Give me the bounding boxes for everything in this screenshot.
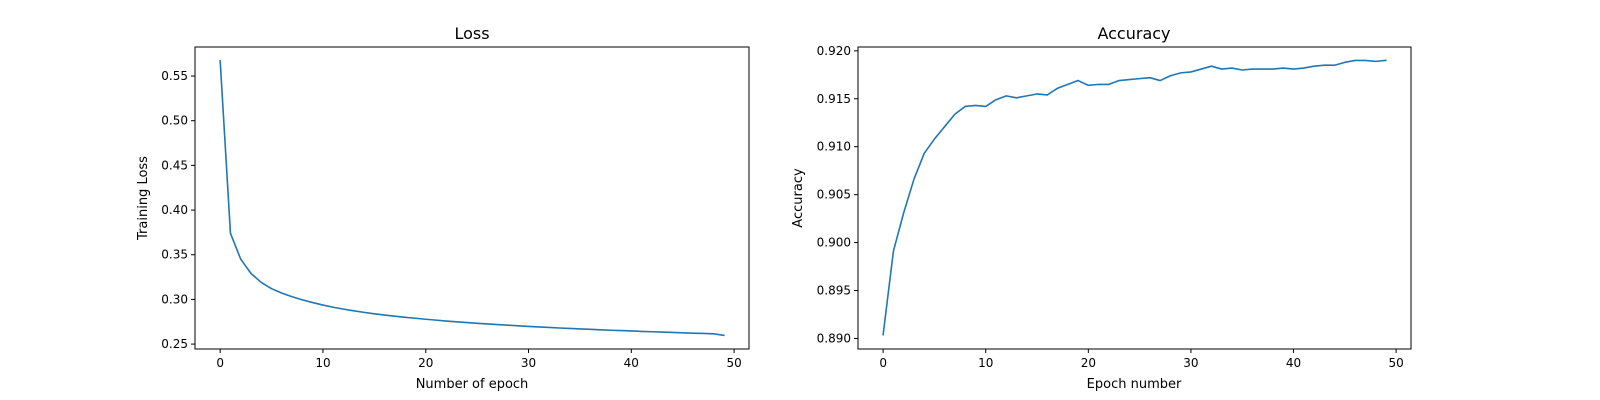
accuracy-y-tick-label: 0.915 bbox=[817, 92, 851, 106]
accuracy-y-tick-label: 0.895 bbox=[817, 284, 851, 298]
accuracy-chart: 0 10 20 30 40 50 0.890 0.895 0.900 0.905 0.910 0.91… bbox=[791, 24, 1412, 392]
loss-y-tick-label: 0.35 bbox=[161, 248, 188, 262]
accuracy-plot-area bbox=[857, 46, 1412, 350]
accuracy-tick-layer: 0 10 20 30 40 50 0.890 0.895 0.900 0.905 0.910 0.91… bbox=[817, 44, 1404, 370]
loss-series-line bbox=[219, 60, 725, 337]
accuracy-series-layer bbox=[882, 59, 1387, 336]
accuracy-series-line bbox=[882, 59, 1387, 336]
accuracy-y-tick-label: 0.900 bbox=[817, 236, 851, 250]
loss-x-tick-label: 30 bbox=[521, 356, 536, 370]
loss-x-tick-label: 40 bbox=[624, 356, 639, 370]
accuracy-x-axis-label: Epoch number bbox=[1087, 377, 1182, 392]
accuracy-x-tick-label: 50 bbox=[1388, 356, 1403, 370]
loss-plot-area bbox=[194, 46, 750, 350]
accuracy-y-axis-label: Accuracy bbox=[791, 168, 806, 228]
accuracy-x-tick-label: 10 bbox=[978, 356, 993, 370]
loss-x-tick-label: 20 bbox=[418, 356, 433, 370]
loss-y-tick-label: 0.55 bbox=[161, 69, 188, 83]
accuracy-x-tick-label: 0 bbox=[879, 356, 887, 370]
loss-series-layer bbox=[219, 60, 725, 337]
loss-x-axis-label: Number of epoch bbox=[416, 377, 529, 392]
loss-tick-layer: 0 10 20 30 40 50 0.25 0.30 0.35 0.40 0.45 0.50 0.55 bbox=[161, 69, 741, 370]
accuracy-y-tick-label: 0.905 bbox=[817, 188, 851, 202]
accuracy-y-tick-label: 0.920 bbox=[817, 44, 851, 58]
loss-chart-title: Loss bbox=[454, 24, 489, 43]
loss-x-tick-label: 50 bbox=[726, 356, 741, 370]
accuracy-y-tick-label: 0.890 bbox=[817, 331, 851, 345]
loss-y-tick-label: 0.25 bbox=[161, 337, 188, 351]
loss-y-tick-label: 0.50 bbox=[161, 114, 188, 128]
loss-chart: 0 10 20 30 40 500.250.300.350.400.450.500.55 … bbox=[136, 24, 750, 392]
accuracy-x-tick-label: 40 bbox=[1286, 356, 1301, 370]
loss-y-tick-label: 0.30 bbox=[161, 292, 188, 306]
accuracy-x-tick-label: 30 bbox=[1183, 356, 1198, 370]
loss-y-tick-label: 0.45 bbox=[161, 158, 188, 172]
loss-y-axis-label: Training Loss bbox=[136, 156, 151, 241]
accuracy-chart-title: Accuracy bbox=[1097, 24, 1170, 43]
accuracy-x-tick-label: 20 bbox=[1081, 356, 1096, 370]
loss-y-tick-label: 0.40 bbox=[161, 203, 188, 217]
accuracy-y-tick-label: 0.910 bbox=[817, 140, 851, 154]
loss-x-tick-label: 10 bbox=[315, 356, 330, 370]
loss-x-tick-label: 0 bbox=[216, 356, 224, 370]
